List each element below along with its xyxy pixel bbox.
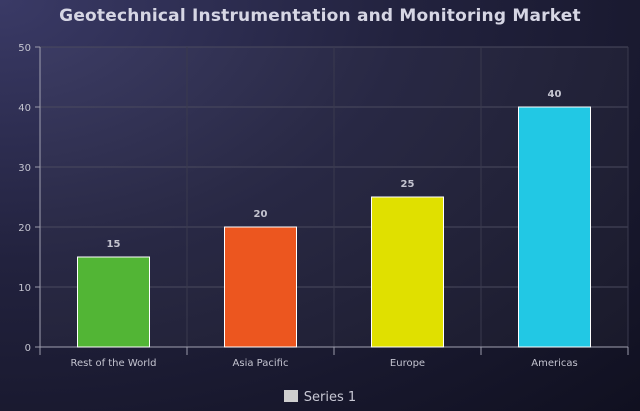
legend-swatch-series-1: [283, 390, 298, 402]
x-tick-label-americas: Americas: [531, 358, 577, 369]
data-label-rest-of-the-world: 15: [107, 239, 121, 250]
y-tick-label-20: 20: [18, 223, 31, 234]
x-tick-label-europe: Europe: [390, 358, 425, 369]
bar-americas: [518, 106, 591, 348]
y-tick-label-10: 10: [18, 283, 31, 294]
x-tick-label-asia-pacific: Asia Pacific: [233, 358, 289, 369]
data-label-asia-pacific: 20: [254, 209, 268, 220]
bar-europe: [371, 196, 444, 348]
legend: Series 1: [0, 390, 640, 405]
data-label-europe: 25: [401, 179, 415, 190]
bar-asia-pacific: [224, 226, 297, 348]
bar-rest-of-the-world: [77, 256, 150, 348]
x-tick-label-rest-of-the-world: Rest of the World: [70, 358, 156, 369]
y-tick-label-30: 30: [18, 163, 31, 174]
y-tick-label-50: 50: [18, 43, 31, 54]
chart-title: Geotechnical Instrumentation and Monitor…: [59, 6, 581, 26]
y-tick-label-0: 0: [25, 343, 31, 354]
y-tick-label-40: 40: [18, 103, 31, 114]
data-label-americas: 40: [548, 89, 562, 100]
legend-label-series-1: Series 1: [303, 390, 357, 405]
